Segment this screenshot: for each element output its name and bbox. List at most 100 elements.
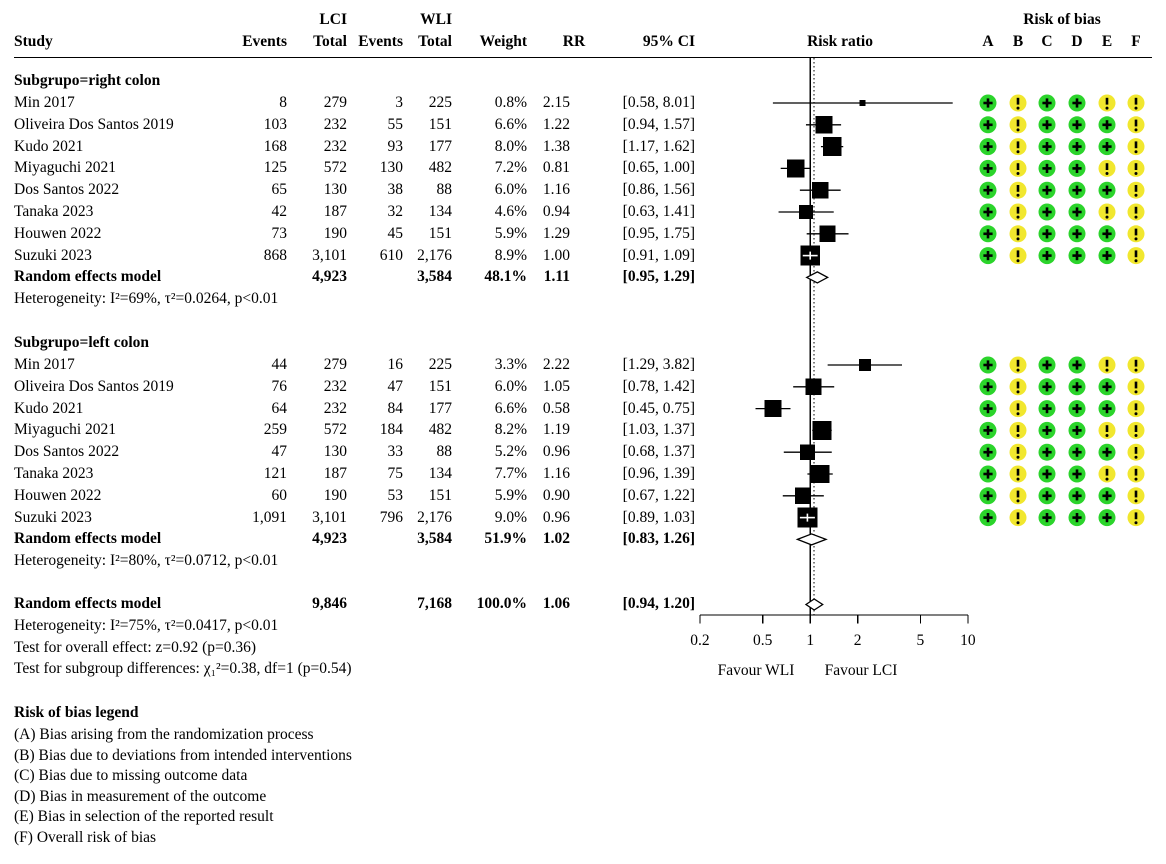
cell-e2: 47	[387, 377, 404, 395]
cell-t1: 232	[323, 115, 347, 133]
cell-study-name: Min 2017	[14, 356, 75, 373]
bias-exclaim-icon	[1134, 455, 1138, 459]
cell-rr: 1.16	[542, 465, 570, 482]
cell-e1: 168	[263, 137, 287, 155]
cell-rr: 1.38	[542, 137, 570, 155]
bias-exclaim-icon	[1016, 368, 1020, 372]
bias-exclaim-icon	[1016, 128, 1020, 132]
cell-w: 8.9%	[494, 246, 527, 264]
bias-exclaim-icon	[1016, 477, 1020, 481]
cell-t2: 7,168	[417, 595, 452, 612]
cell-e2: 32	[387, 203, 404, 220]
cell-ci: [0.94, 1.57]	[622, 115, 695, 133]
cell-w: 5.2%	[494, 443, 527, 461]
cell-rr: 2.22	[542, 356, 570, 373]
cell-w: 7.7%	[494, 465, 527, 482]
cell-w: 3.3%	[494, 356, 527, 373]
cell-ci: [0.95, 1.75]	[622, 224, 695, 242]
cell-w: 6.0%	[494, 181, 527, 199]
bias-exclaim-icon	[1134, 172, 1138, 175]
bias-col-letter: C	[1041, 33, 1053, 50]
summary-row: Random effects model 4,923 3,584 48.1% 1.11 […	[0, 266, 1166, 288]
bias-exclaim-icon	[1134, 390, 1138, 394]
cell-t1: 190	[323, 486, 347, 504]
col-header-lci: LCI	[319, 11, 347, 28]
bias-exclaim-icon	[1134, 499, 1138, 503]
col-header-risk-of-bias: Risk of bias	[1023, 11, 1101, 28]
cell-summary-label: Random effects model	[14, 595, 162, 612]
cell-w: 5.9%	[494, 486, 527, 504]
cell-study-name: Dos Santos 2022	[14, 181, 120, 199]
bias-legend-item: (E) Bias in selection of the reported re…	[14, 808, 274, 826]
bias-col-letter: A	[982, 33, 994, 50]
study-row: Houwen 2022 60 190 53 151 5.9% 0.90 [0.67, 1.22…	[0, 485, 1166, 507]
col-header-wli: WLI	[420, 11, 452, 28]
bias-legend-item: (B) Bias due to deviations from intended…	[14, 746, 352, 764]
bias-exclaim-icon	[1105, 434, 1109, 437]
cell-ci: [1.03, 1.37]	[622, 421, 695, 439]
col-header-study: Study	[14, 33, 53, 50]
cell-e2: 130	[379, 159, 403, 177]
cell-w: 7.2%	[494, 159, 527, 177]
col-header-lci-events: Events	[242, 33, 287, 50]
effect-square	[822, 137, 842, 157]
study-row: Suzuki 2023 1,091 3,101 796 2,176 9.0% 0.96 [0.…	[0, 507, 1166, 529]
cell-t1: 187	[323, 203, 347, 220]
cell-e2: 184	[379, 421, 403, 439]
bias-exclaim-icon	[1016, 106, 1020, 110]
cell-ci: [0.45, 0.75]	[622, 399, 695, 417]
heterogeneity-row-text: Heterogeneity: I²=75%, τ²=0.0417, p<0.01	[14, 617, 279, 634]
cell-t2: 3,584	[417, 268, 452, 286]
bias-exclaim-icon	[1134, 215, 1138, 219]
cell-t2: 151	[428, 377, 452, 395]
bias-exclaim-icon	[1016, 172, 1020, 175]
cell-e1: 259	[263, 421, 287, 439]
cell-e1: 73	[271, 224, 288, 242]
study-row: Tanaka 2023 121 187 75 134 7.7% 1.16 [0.96, 1.3…	[0, 463, 1166, 485]
cell-t2: 482	[428, 159, 452, 177]
subgroup-label-row: Subgrupo=right colon	[0, 70, 1166, 92]
cell-e1: 1,091	[252, 508, 287, 526]
effect-square	[764, 400, 782, 418]
cell-t1: 279	[323, 356, 347, 373]
bias-exclaim-icon	[1016, 455, 1020, 459]
cell-e2: 53	[387, 486, 404, 504]
cell-rr: 0.58	[542, 399, 570, 417]
effect-square	[858, 358, 871, 372]
bias-exclaim-icon	[1134, 259, 1138, 263]
bias-exclaim-icon	[1016, 237, 1020, 241]
bias-exclaim-icon	[1134, 412, 1138, 416]
study-row: Kudo 2021 64 232 84 177 6.6% 0.58 [0.45, 0.75]	[0, 398, 1166, 420]
cell-e2: 75	[387, 465, 404, 482]
cell-t2: 134	[428, 203, 452, 220]
bias-exclaim-icon	[1016, 434, 1020, 437]
study-row: Miyaguchi 2021 125 572 130 482 7.2% 0.81 [0.65,…	[0, 157, 1166, 179]
effect-square	[786, 159, 805, 178]
cell-w: 6.6%	[494, 399, 527, 417]
cell-ci: [0.95, 1.29]	[622, 268, 695, 286]
cell-study-name: Tanaka 2023	[14, 465, 94, 482]
cell-t1: 4,923	[312, 268, 347, 286]
cell-w: 9.0%	[494, 508, 527, 526]
test-row-text: Test for overall effect: z=0.92 (p=0.36)	[14, 638, 257, 656]
x-axis-tick-label: 2	[854, 632, 862, 649]
cell-t2: 2,176	[417, 508, 452, 526]
col-header-risk-ratio: Risk ratio	[807, 33, 873, 50]
cell-rr: 0.96	[542, 443, 570, 461]
study-row: Oliveira Dos Santos 2019 103 232 55 151 6.6% 1…	[0, 114, 1166, 136]
cell-ci: [0.68, 1.37]	[622, 443, 695, 461]
bias-exclaim-icon	[1134, 237, 1138, 241]
cell-t2: 225	[428, 94, 452, 111]
bias-exclaim-icon	[1016, 150, 1020, 154]
cell-study-name: Miyaguchi 2021	[14, 421, 117, 439]
cell-e1: 64	[271, 399, 288, 417]
test-row: Test for overall effect: z=0.92 (p=0.36)	[0, 637, 1166, 659]
overall-summary-row: Random effects model 9,846 7,168 100.0% 1.06…	[0, 593, 1166, 615]
cell-rr: 1.02	[542, 530, 570, 548]
cell-e1: 76	[271, 377, 288, 395]
bias-exclaim-icon	[1134, 128, 1138, 132]
heterogeneity-row: Heterogeneity: I²=69%, τ²=0.0264, p<0.01	[0, 288, 1166, 310]
cell-rr: 1.06	[542, 595, 570, 612]
